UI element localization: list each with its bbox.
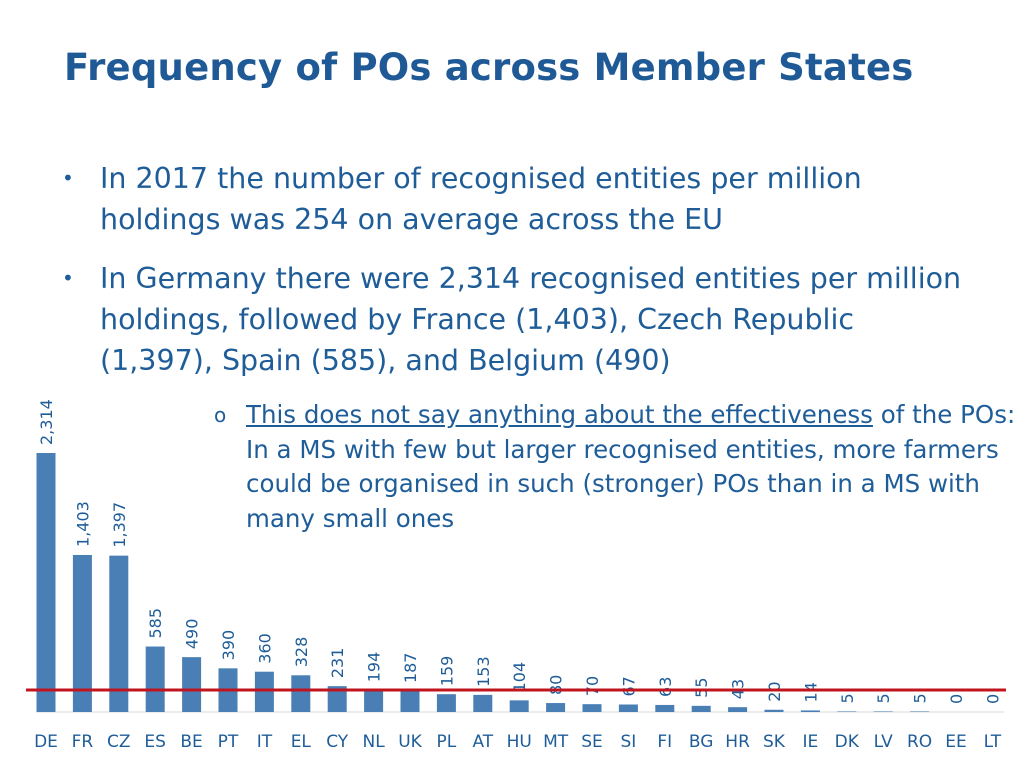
data-label: 67 [619,676,638,696]
bar [800,710,820,712]
x-tick-label: EL [291,732,312,752]
bullet-item: • In Germany there were 2,314 recognised… [62,258,962,381]
bar [910,711,930,712]
x-tick-label: SK [763,732,786,752]
bar [873,711,893,712]
bullet-text: In 2017 the number of recognised entitie… [100,162,862,236]
data-label: 187 [401,653,420,684]
data-label: 159 [437,656,456,687]
x-tick-label: SI [620,732,636,752]
sub-bullet: o This does not say anything about the e… [214,398,1024,536]
bar [72,554,92,712]
x-tick-label: FI [657,732,672,752]
data-label: 55 [692,677,711,697]
bar [655,704,675,712]
x-tick-label: PL [437,732,457,752]
data-label: 585 [146,608,165,639]
data-label: 231 [328,648,347,679]
x-tick-label: EE [945,732,966,752]
bar [291,675,311,712]
data-label: 5 [911,693,930,703]
x-tick-label: BE [180,732,202,752]
bar [364,690,384,712]
x-tick-label: ES [144,732,166,752]
bar [182,657,202,712]
data-label: 2,314 [37,399,56,445]
x-tick-label: FR [72,732,94,752]
bullet-dot-icon: • [62,266,74,290]
x-tick-label: AT [472,732,493,752]
bar [327,686,347,712]
bar [509,700,529,712]
data-label: 5 [838,693,857,703]
data-label: 360 [255,633,274,664]
slide-title: Frequency of POs across Member States [64,46,914,89]
bar [546,703,566,712]
data-label: 1,403 [73,501,92,547]
bar [582,704,602,712]
bar [36,453,56,712]
bar [473,694,493,712]
data-label: 490 [183,619,202,650]
bar [728,707,748,712]
bullet-item: • In 2017 the number of recognised entit… [62,158,962,240]
bar [145,646,165,712]
sub-bullet-underlined-text: This does not say anything about the eff… [246,400,873,429]
x-tick-label: CZ [107,732,131,752]
data-label: 70 [583,676,602,696]
data-label: 5 [874,693,893,703]
x-tick-label: HU [507,732,532,752]
x-tick-label: HR [725,732,750,752]
x-tick-label: DK [835,732,860,752]
data-label: 194 [365,652,384,683]
bar [764,709,784,712]
x-tick-label: CY [326,732,349,752]
bullet-text: In Germany there were 2,314 recognised e… [100,262,962,377]
bar [400,691,420,712]
circle-bullet-icon: o [214,403,227,427]
data-label: 104 [510,662,529,693]
data-label: 1,397 [110,502,129,548]
data-label: 80 [547,675,566,695]
x-tick-label: UK [398,732,422,752]
bar [254,671,274,712]
sub-bullet-text: of the POs: In a MS with few but larger … [246,400,1016,533]
data-label: 0 [947,694,966,704]
x-tick-label: LV [874,732,894,752]
bar [691,705,711,712]
bar [436,694,456,712]
bar [109,555,129,712]
x-tick-label: LT [984,732,1002,752]
x-tick-label: BG [689,732,714,752]
data-label: 153 [474,656,493,687]
data-label: 20 [765,681,784,701]
x-tick-label: IE [803,732,819,752]
bullet-dot-icon: • [62,166,74,190]
data-label: 0 [983,694,1002,704]
x-tick-label: IT [257,732,273,752]
x-tick-label: NL [362,732,385,752]
data-label: 63 [656,677,675,697]
x-tick-label: DE [34,732,58,752]
data-label: 14 [801,682,820,702]
data-label: 390 [219,630,238,661]
x-tick-label: SE [581,732,603,752]
data-label: 328 [292,637,311,668]
x-tick-label: MT [543,732,569,752]
bar [837,711,857,712]
x-tick-label: PT [218,732,239,752]
bar [618,704,638,712]
x-tick-label: RO [907,732,932,752]
bullet-list: • In 2017 the number of recognised entit… [62,158,962,399]
